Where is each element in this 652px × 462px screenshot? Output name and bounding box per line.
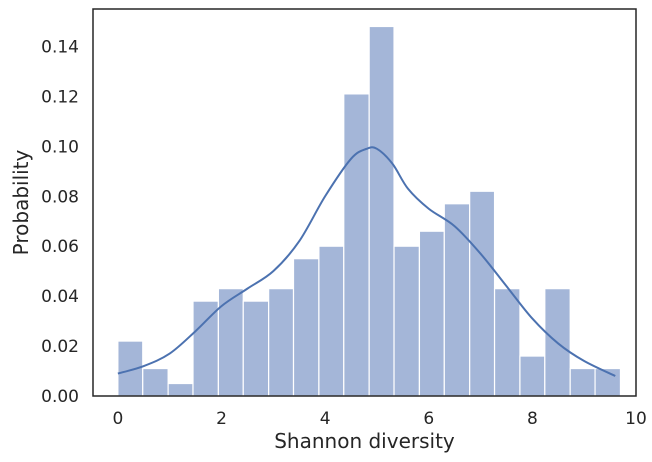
y-axis-label: Probability <box>9 149 33 255</box>
y-tick-label: 0.08 <box>41 187 79 207</box>
histogram-bar-15 <box>493 288 521 397</box>
histogram-bar-19 <box>594 367 622 397</box>
y-tick-label: 0.04 <box>41 287 79 307</box>
y-tick-label: 0.02 <box>41 337 79 357</box>
y-tick-label: 0.14 <box>41 37 79 57</box>
histogram-bar-7 <box>292 258 320 397</box>
kde-density-line <box>117 146 616 377</box>
histogram-bar-2 <box>167 382 194 397</box>
histogram-bars <box>117 25 622 397</box>
histogram-bar-3 <box>192 300 219 397</box>
histogram-bar-10 <box>368 25 395 397</box>
histogram-bar-11 <box>393 245 421 397</box>
x-tick-label: 8 <box>527 409 538 429</box>
histogram-bar-18 <box>569 367 596 397</box>
y-tick-label: 0.12 <box>41 87 79 107</box>
histogram-bar-8 <box>318 245 345 397</box>
x-tick-label: 2 <box>216 409 227 429</box>
histogram-bar-5 <box>242 300 270 397</box>
x-tick-label: 0 <box>112 409 123 429</box>
x-axis-ticks: 0 2 4 6 8 10 <box>112 409 646 429</box>
histogram-bar-16 <box>519 355 546 397</box>
x-tick-label: 6 <box>423 409 434 429</box>
y-tick-label: 0.10 <box>41 137 79 157</box>
histogram-bar-14 <box>469 190 496 397</box>
histogram-bar-6 <box>268 288 295 397</box>
x-tick-label: 4 <box>320 409 331 429</box>
histogram-bar-12 <box>418 230 445 397</box>
histogram-bar-9 <box>343 93 370 397</box>
plot-frame <box>92 8 637 397</box>
histogram-bar-1 <box>142 367 169 397</box>
x-axis-label: Shannon diversity <box>274 429 455 453</box>
y-tick-label: 0.00 <box>41 387 79 407</box>
y-axis-ticks: 0.00 0.02 0.04 0.06 0.08 0.10 0.12 0.14 <box>41 37 79 407</box>
y-tick-label: 0.06 <box>41 237 79 257</box>
x-tick-label: 10 <box>625 409 647 429</box>
histogram-bar-13 <box>443 203 471 397</box>
